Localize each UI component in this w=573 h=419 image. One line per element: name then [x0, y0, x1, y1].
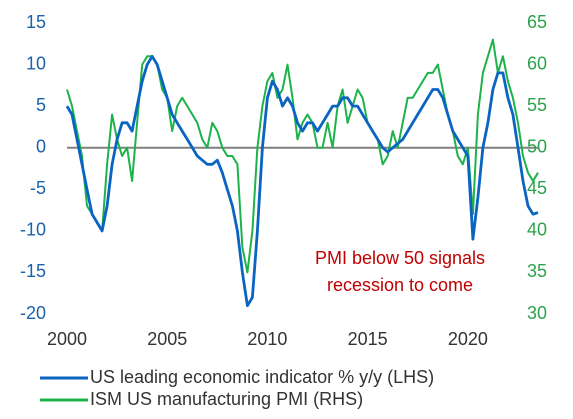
y-tick-label: 10 [26, 53, 46, 73]
y2-tick-label: 30 [527, 303, 547, 323]
y2-tick-label: 35 [527, 261, 547, 281]
y2-tick-label: 65 [527, 12, 547, 32]
y2-tick-label: 55 [527, 95, 547, 115]
annotation: PMI below 50 signals [315, 248, 485, 268]
y-tick-label: -20 [20, 303, 46, 323]
x-tick-label: 2010 [247, 329, 287, 349]
y-tick-label: 15 [26, 12, 46, 32]
y-tick-label: 5 [36, 95, 46, 115]
x-tick-label: 2000 [47, 329, 87, 349]
y-tick-label: -10 [20, 220, 46, 240]
annotation: recession to come [327, 275, 473, 295]
x-tick-label: 2015 [348, 329, 388, 349]
y-tick-label: -15 [20, 261, 46, 281]
y2-tick-label: 60 [527, 53, 547, 73]
series-line [65, 54, 539, 308]
y2-tick-label: 40 [527, 220, 547, 240]
x-tick-label: 2005 [147, 329, 187, 349]
y-tick-label: 0 [36, 136, 46, 156]
x-tick-label: 2020 [448, 329, 488, 349]
y2-tick-label: 50 [527, 136, 547, 156]
legend-label: US leading economic indicator % y/y (LHS… [90, 367, 434, 387]
series-line [66, 38, 539, 274]
y-tick-label: -5 [30, 178, 46, 198]
y2-tick-label: 45 [527, 178, 547, 198]
legend-label: ISM US manufacturing PMI (RHS) [90, 389, 363, 409]
